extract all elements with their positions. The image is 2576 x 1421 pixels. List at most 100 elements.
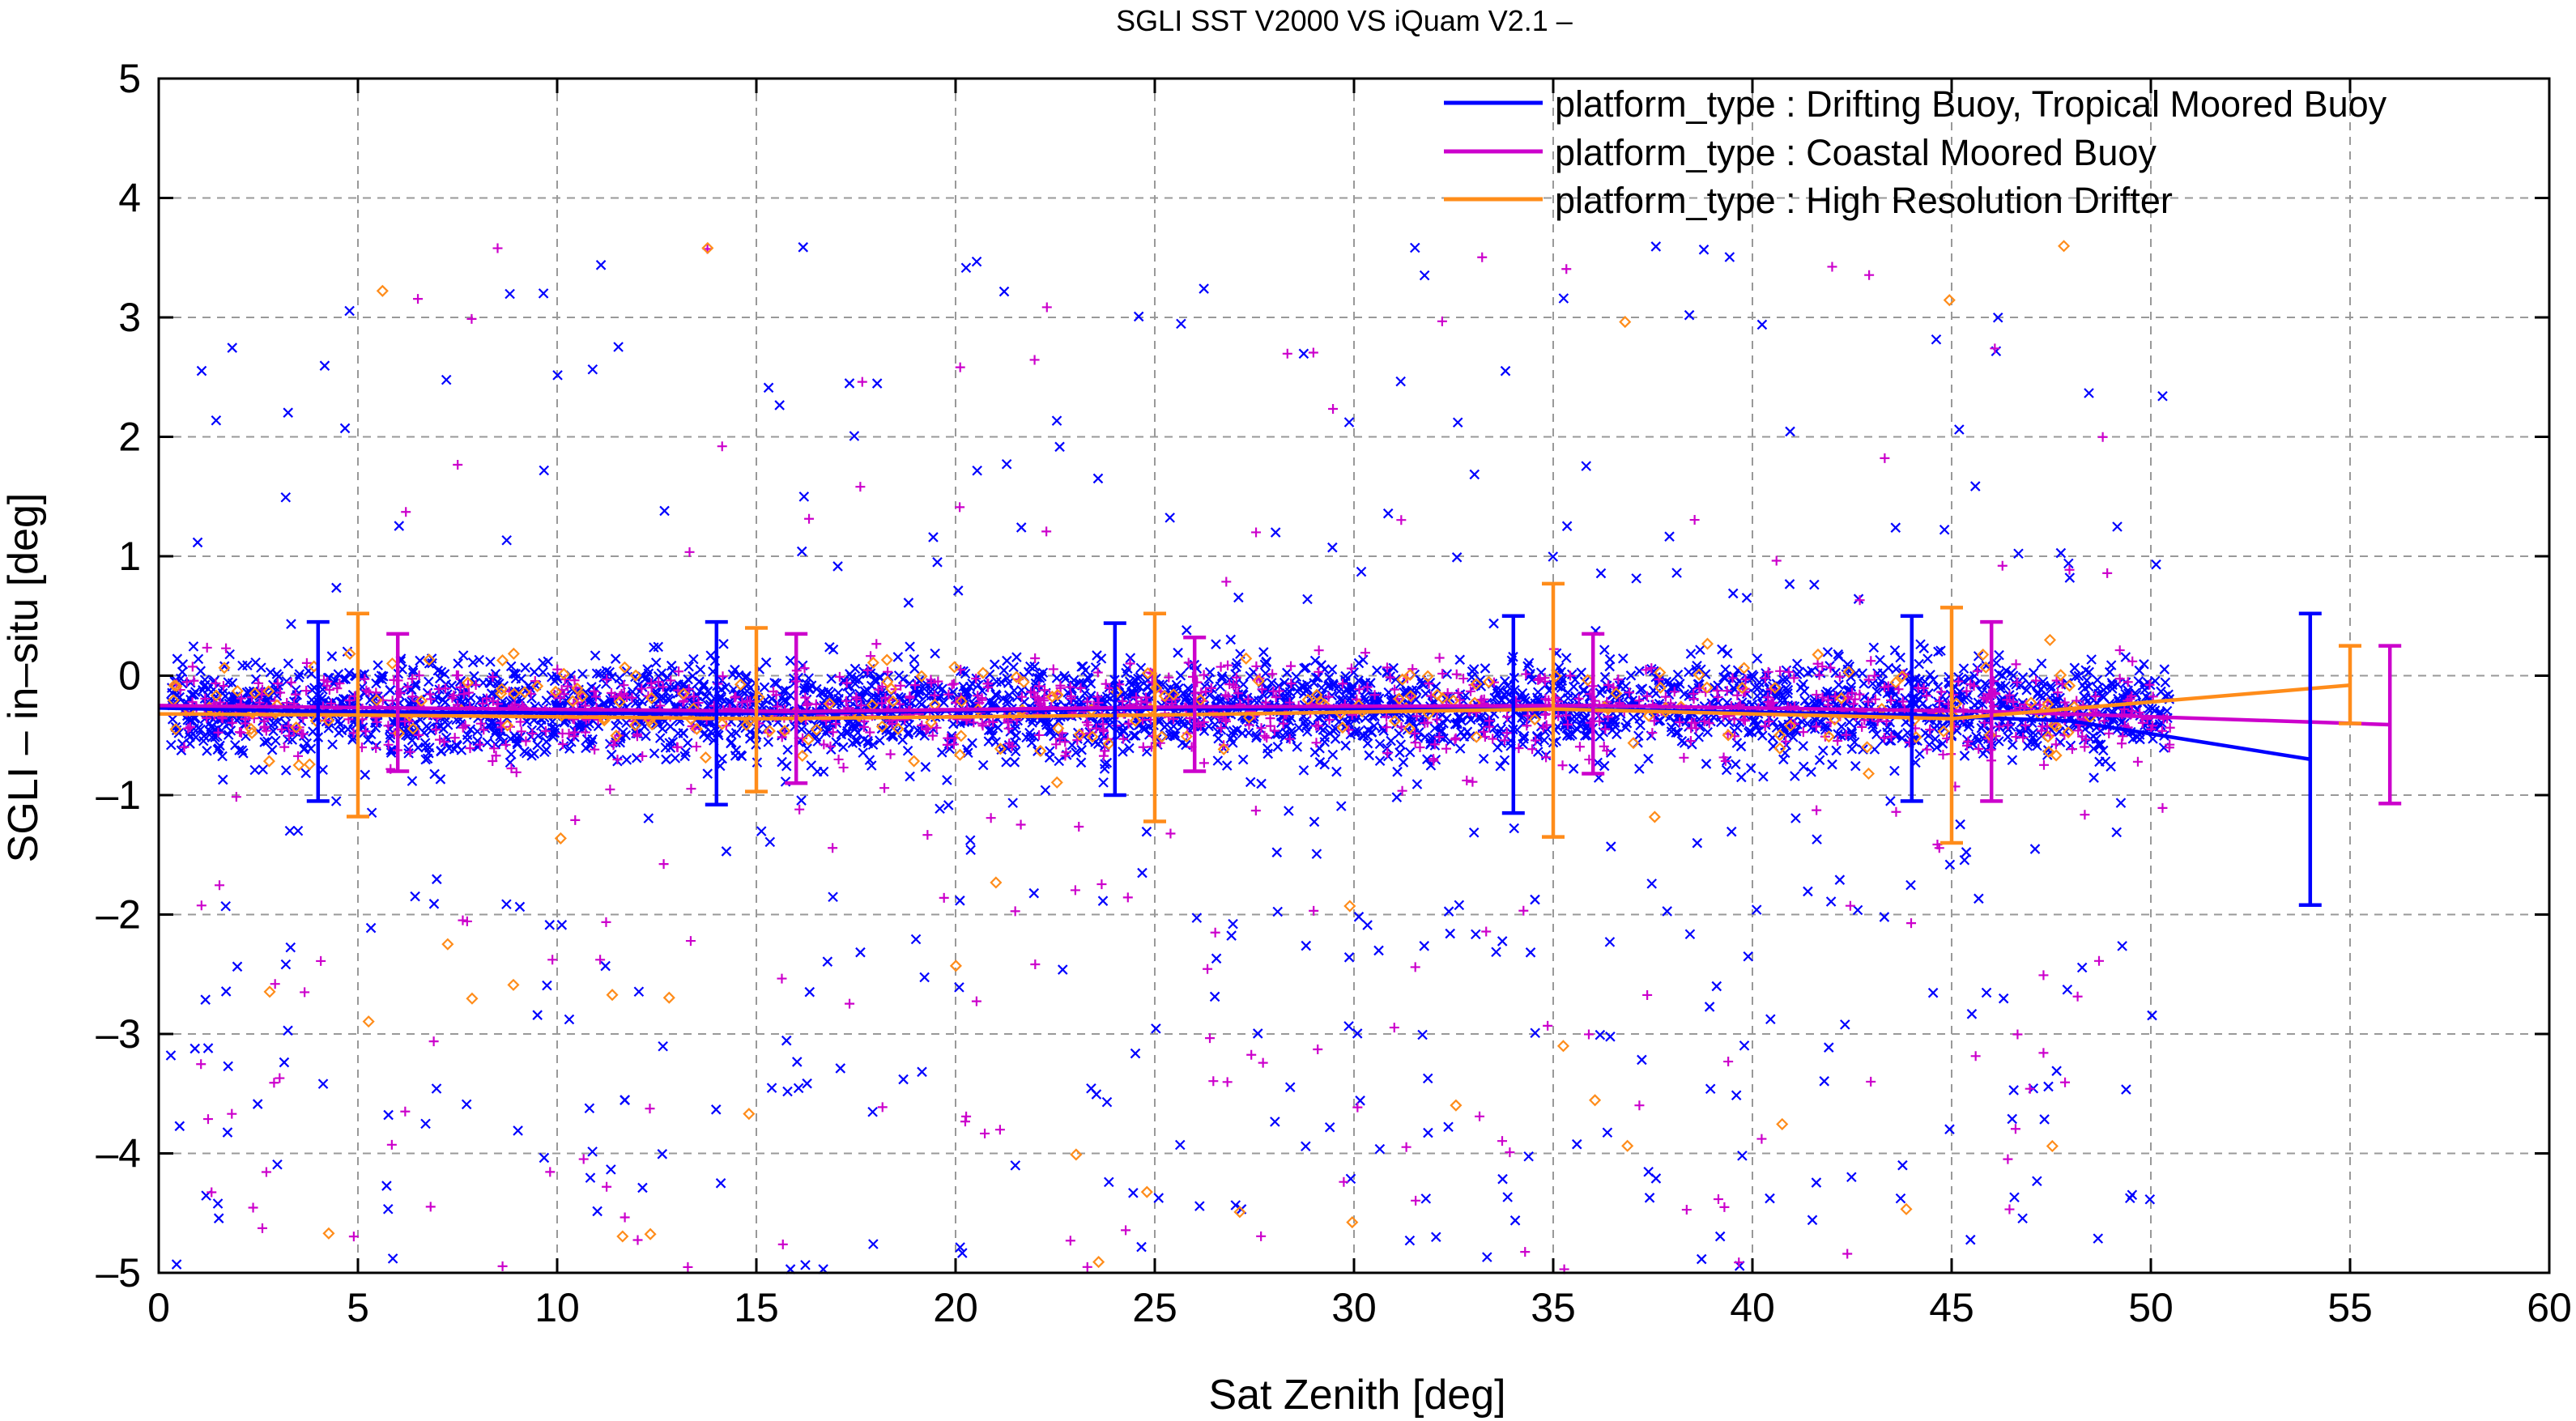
- data-point: [620, 1212, 630, 1223]
- data-point: [1634, 696, 1645, 706]
- data-point: [1081, 717, 1092, 728]
- data-point: [1846, 731, 1858, 742]
- data-point: [1583, 1029, 1594, 1040]
- data-point: [802, 700, 812, 711]
- data-point: [413, 742, 424, 753]
- data-point: [432, 874, 442, 885]
- data-point: [620, 1095, 631, 1105]
- data-point: [1689, 515, 1700, 525]
- data-point: [1057, 964, 1068, 975]
- data-point: [360, 674, 370, 684]
- data-point: [2008, 696, 2019, 707]
- data-point: [1030, 959, 1041, 969]
- data-point: [272, 1159, 283, 1170]
- data-point: [1966, 1009, 1978, 1019]
- data-point: [1499, 755, 1510, 766]
- data-point: [930, 690, 940, 700]
- data-point: [449, 690, 459, 700]
- data-point: [1284, 687, 1296, 698]
- data-point: [344, 695, 355, 705]
- data-point: [1003, 717, 1013, 728]
- data-point: [1082, 672, 1093, 683]
- data-point: [2157, 390, 2168, 402]
- data-point: [590, 744, 600, 755]
- data-point: [1696, 1253, 1707, 1265]
- data-point: [1937, 738, 1948, 749]
- data-point: [236, 693, 246, 704]
- data-point: [479, 725, 489, 735]
- data-point: [917, 720, 927, 730]
- data-point: [1740, 674, 1751, 685]
- data-point: [688, 653, 699, 665]
- data-point: [2028, 667, 2039, 679]
- data-point: [1091, 723, 1101, 734]
- data-point: [1499, 690, 1510, 700]
- data-point: [1501, 728, 1512, 738]
- data-point: [488, 672, 498, 683]
- data-point: [1604, 653, 1616, 665]
- data-point: [1141, 666, 1154, 680]
- data-point: [466, 992, 479, 1005]
- data-point: [1054, 755, 1065, 767]
- data-point: [932, 557, 943, 568]
- data-point: [1246, 1049, 1257, 1060]
- data-point: [645, 1104, 655, 1114]
- data-point: [971, 674, 981, 684]
- data-point: [2106, 660, 2117, 670]
- data-point: [1138, 742, 1148, 752]
- data-point: [2114, 674, 2125, 684]
- data-point: [1521, 669, 1531, 679]
- data-point: [300, 768, 311, 779]
- data-point: [2051, 675, 2062, 686]
- data-point: [510, 669, 522, 679]
- data-point: [855, 947, 866, 958]
- data-point: [415, 655, 425, 666]
- data-point: [1242, 711, 1256, 724]
- data-point: [1773, 742, 1786, 755]
- data-point: [1209, 991, 1220, 1002]
- data-point: [1646, 879, 1657, 889]
- data-point: [612, 755, 623, 765]
- data-point: [1846, 743, 1858, 755]
- data-point: [1722, 729, 1735, 742]
- data-point: [1125, 653, 1136, 663]
- data-point: [1530, 894, 1540, 905]
- data-point: [606, 687, 616, 698]
- data-point: [1692, 661, 1702, 671]
- data-point: [1756, 1134, 1767, 1144]
- data-point: [1687, 717, 1697, 728]
- data-point: [1466, 686, 1476, 696]
- data-point: [280, 491, 292, 503]
- data-point: [566, 695, 579, 708]
- data-point: [881, 725, 892, 735]
- data-point: [1990, 343, 2000, 354]
- data-point: [698, 679, 709, 690]
- data-point: [1256, 778, 1267, 789]
- data-point: [377, 674, 388, 685]
- data-point: [935, 690, 945, 701]
- data-point: [2093, 1233, 2104, 1244]
- data-point: [170, 679, 183, 692]
- data-point: [1895, 652, 1905, 663]
- data-point: [570, 815, 581, 825]
- data-point: [1272, 906, 1283, 917]
- data-point: [1900, 1202, 1913, 1215]
- data-point: [1411, 1195, 1421, 1206]
- data-point: [2107, 679, 2118, 691]
- data-point: [2063, 679, 2076, 692]
- data-point: [336, 725, 347, 736]
- data-point: [316, 955, 326, 966]
- data-point: [1595, 568, 1607, 579]
- error-bar: [1582, 632, 1605, 776]
- data-point: [2135, 734, 2145, 745]
- data-point: [1104, 1176, 1114, 1188]
- y-axis-label: SGLI – in–situ [deg]: [0, 493, 47, 863]
- data-point: [220, 986, 232, 997]
- data-point: [2007, 755, 2018, 766]
- data-point: [1778, 754, 1789, 765]
- data-point: [1092, 1256, 1105, 1269]
- data-point: [2025, 696, 2037, 709]
- data-point: [292, 825, 304, 836]
- data-point: [948, 661, 961, 674]
- data-point: [1045, 746, 1055, 756]
